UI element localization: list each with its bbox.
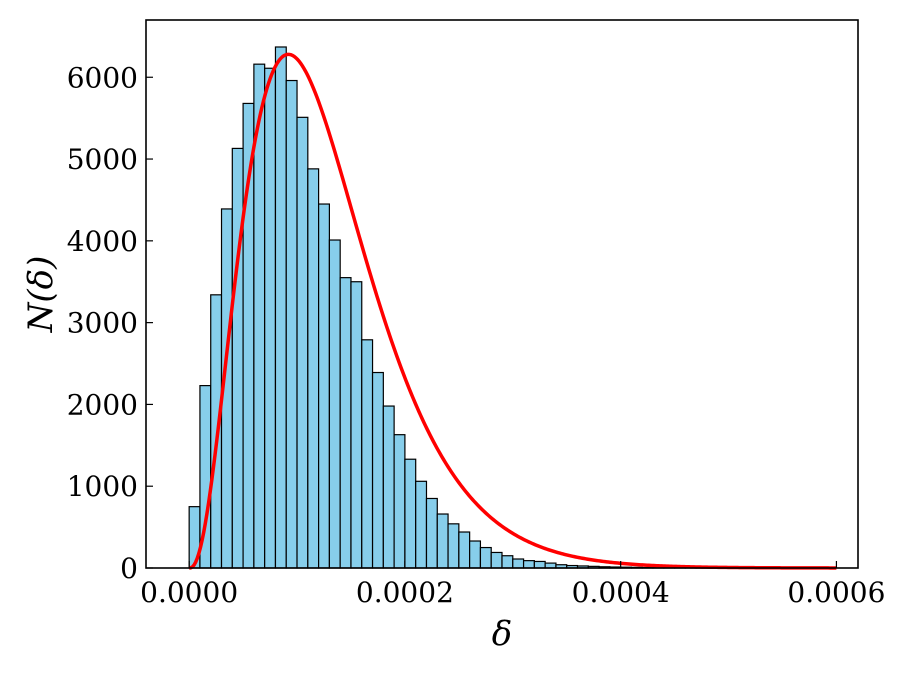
x-axis-ticks: 0.0000 0.0002 0.0004 0.0006: [140, 561, 885, 609]
histogram-bar: [339, 277, 352, 569]
histogram-bar: [393, 434, 406, 569]
histogram-bar: [490, 551, 503, 569]
y-tick-label: 5000: [67, 143, 138, 176]
y-tick-label: 2000: [67, 388, 138, 421]
histogram-bar: [285, 79, 298, 569]
x-tick-label: 0.0000: [140, 576, 238, 609]
histogram-bar: [382, 405, 395, 569]
histogram-bar: [231, 147, 244, 569]
y-tick-label: 4000: [67, 225, 138, 258]
x-tick-label: 0.0002: [356, 576, 454, 609]
histogram-bar: [350, 281, 363, 569]
histogram-bar: [415, 480, 428, 569]
y-tick-label: 1000: [67, 470, 138, 503]
histogram-bar: [371, 371, 384, 569]
histogram-bar: [307, 168, 320, 569]
histogram-bar: [274, 46, 287, 569]
y-axis-ticks: 0 1000 2000 3000 4000 5000 6000: [67, 61, 153, 585]
y-axis-label: N(δ): [21, 256, 61, 334]
x-axis-label: δ: [492, 614, 512, 654]
histogram-bar: [533, 560, 546, 569]
y-tick-label: 6000: [67, 61, 138, 94]
histogram-bar: [479, 546, 492, 569]
histogram-bar: [501, 555, 514, 569]
plot-frame: [145, 19, 859, 569]
histogram-bar: [296, 116, 309, 569]
histogram-bar: [436, 513, 449, 569]
y-tick-label: 3000: [67, 307, 138, 340]
histogram-bar: [447, 523, 460, 569]
histogram-bar: [264, 67, 277, 569]
histogram-bar: [361, 339, 374, 569]
histogram-bar: [425, 497, 438, 569]
x-tick-label: 0.0006: [787, 576, 885, 609]
histogram-bar: [469, 540, 482, 569]
histogram-bar: [318, 203, 330, 569]
histogram-bar: [522, 560, 535, 569]
histogram-bar: [512, 558, 525, 569]
x-tick-label: 0.0004: [572, 576, 670, 609]
histogram-bar: [458, 531, 471, 569]
y-tick-label: 0: [120, 552, 138, 585]
histogram-bar: [328, 239, 341, 569]
histogram-bar: [404, 458, 417, 569]
histogram-bars: [188, 46, 740, 569]
